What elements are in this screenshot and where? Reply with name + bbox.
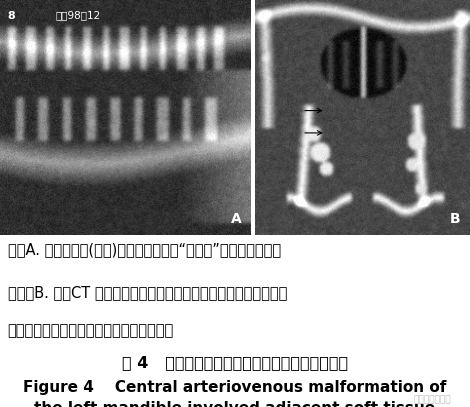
Text: 市不98年12: 市不98年12 [55,11,101,21]
Text: 8: 8 [8,11,16,21]
Text: A: A [231,212,241,226]
Text: B: B [450,212,460,226]
Text: 注；A. 曲面断层片(局部)显示左下颌骨呈“肥皋泡”多囊性骨密度降: 注；A. 曲面断层片(局部)显示左下颌骨呈“肥皋泡”多囊性骨密度降 [8,242,281,257]
Text: 好医术口腔学院: 好医术口腔学院 [414,395,451,404]
Text: 图 4   左下颌骨中心性动静脉畸形波及邻近软组织: 图 4 左下颌骨中心性动静脉畸形波及邻近软组织 [122,355,348,370]
Text: Figure 4    Central arteriovenous malformation of: Figure 4 Central arteriovenous malformat… [24,381,446,395]
Text: the left mandible involved adjacent soft tissue: the left mandible involved adjacent soft… [34,401,436,407]
Text: 色笭头），骨髓腔间隙增大、骨小梁消失。: 色笭头），骨髓腔间隙增大、骨小梁消失。 [8,323,174,338]
Text: 低区；B. 平扬CT 冠状面显示左下颌骨颊侧骨皮质呈穿孔样改变（黑: 低区；B. 平扬CT 冠状面显示左下颌骨颊侧骨皮质呈穿孔样改变（黑 [8,285,287,300]
